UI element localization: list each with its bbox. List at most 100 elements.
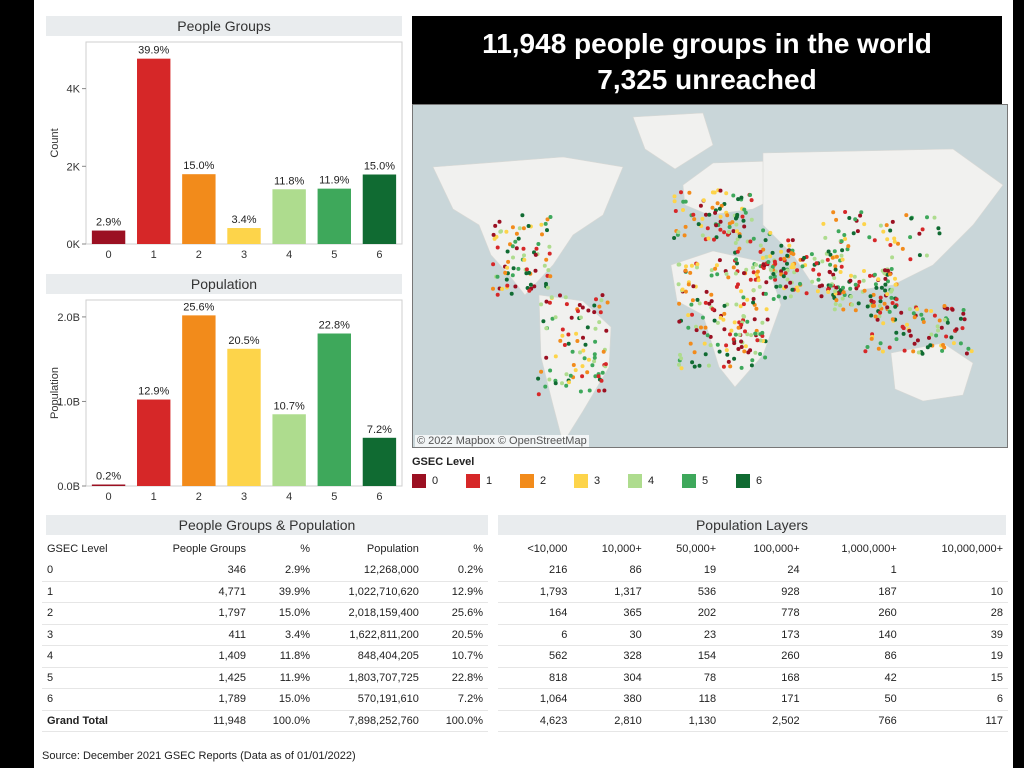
map-dot — [516, 236, 521, 241]
map-dot — [563, 295, 568, 300]
bar-level-4[interactable] — [272, 414, 306, 486]
bar-level-3[interactable] — [227, 228, 261, 244]
map-dot — [873, 282, 878, 287]
map-dot — [596, 388, 601, 393]
map-dot — [888, 272, 892, 277]
map-dot — [581, 348, 586, 353]
table-cell: 78 — [703, 671, 717, 684]
map-dot — [738, 304, 743, 309]
map-dot — [695, 265, 699, 270]
map-dot — [721, 364, 726, 369]
map-dot — [722, 327, 727, 332]
legend-item-0[interactable]: 0 — [412, 474, 466, 488]
bar-level-0[interactable] — [91, 484, 126, 487]
y-tick-label: 2.0B — [57, 312, 80, 324]
legend-item-5[interactable]: 5 — [682, 474, 736, 488]
people-groups-chart: 0K 2K 4K Count 2.9% 0 39.9% 1 15.0% 2 3.4% 3 11.8% 4 1… — [49, 41, 403, 261]
map-dot — [542, 263, 547, 268]
table-cell: 562 — [549, 650, 568, 663]
table-header-row: <10,000 10,000+ 50,000+ 100,000+ 1,000,0… — [498, 538, 1008, 560]
map-dot — [778, 284, 783, 289]
map-dot — [795, 268, 800, 273]
column-header[interactable]: 10,000+ — [601, 543, 642, 555]
map-dot — [586, 357, 591, 362]
column-header[interactable]: 1,000,000+ — [841, 543, 897, 555]
bar-level-6[interactable] — [362, 437, 397, 486]
bar-level-1[interactable] — [137, 58, 171, 244]
map-dot — [758, 338, 763, 343]
table-cell: 346 — [227, 564, 246, 577]
column-header[interactable]: Population — [366, 543, 419, 555]
map-dot — [743, 210, 748, 215]
column-header[interactable]: % — [300, 543, 311, 555]
x-tick-label: 5 — [331, 491, 337, 503]
table-cell: 22.8% — [451, 671, 483, 684]
legend-item-4[interactable]: 4 — [628, 474, 682, 488]
column-header[interactable]: <10,000 — [527, 543, 568, 555]
map-dot — [689, 263, 694, 268]
column-header[interactable]: People Groups — [172, 543, 246, 555]
map-dot — [733, 271, 738, 276]
map-dot — [735, 237, 740, 242]
legend-item-3[interactable]: 3 — [574, 474, 628, 488]
map-dot — [834, 298, 839, 303]
table-row: 164 365 202 778 260 28 — [498, 603, 1008, 624]
greenland-land — [632, 112, 714, 170]
legend-item-2[interactable]: 2 — [520, 474, 574, 488]
map-dot — [936, 226, 941, 231]
map-dot — [892, 239, 897, 244]
map-dot — [500, 287, 505, 291]
map-dot — [596, 374, 601, 379]
bar-level-6[interactable] — [362, 174, 397, 244]
map-dot — [677, 262, 682, 267]
map-dot — [745, 297, 750, 302]
map-dot — [545, 285, 550, 290]
map-dot — [599, 298, 604, 303]
map-dot — [958, 316, 963, 321]
map-dot — [932, 215, 937, 220]
table-cell: 19 — [990, 650, 1003, 663]
legend-title: GSEC Level — [412, 456, 475, 468]
column-header[interactable]: 10,000,000+ — [941, 543, 1003, 555]
map-dot — [715, 342, 720, 347]
bar-level-2[interactable] — [182, 315, 216, 486]
bar-level-3[interactable] — [227, 348, 261, 486]
column-header[interactable]: GSEC Level — [47, 543, 108, 555]
legend-label-0: 0 — [432, 475, 439, 487]
bar-level-5[interactable] — [317, 333, 351, 486]
map-dot — [592, 303, 597, 308]
column-header[interactable]: % — [473, 543, 483, 555]
bar-level-2[interactable] — [182, 174, 216, 244]
column-header[interactable]: 100,000+ — [753, 543, 800, 555]
legend-label-3: 3 — [594, 475, 601, 487]
bar-data-label: 15.0% — [364, 161, 395, 173]
bar-level-4[interactable] — [272, 189, 306, 244]
table-cell: 1,317 — [614, 585, 642, 598]
map-dot — [894, 337, 899, 342]
map-dot — [790, 238, 795, 243]
map-dot — [696, 222, 701, 227]
map-dot — [692, 217, 697, 222]
map-dot — [754, 306, 759, 311]
map-dot — [754, 262, 758, 267]
table-total-row: Grand Total 11,948 100.0% 7,898,252,760 100.… — [42, 710, 488, 732]
map-dot — [672, 236, 677, 240]
bar-level-1[interactable] — [137, 399, 171, 486]
map-dot — [748, 193, 753, 197]
table-cell: 118 — [698, 693, 717, 706]
table-cell: 86 — [629, 564, 642, 577]
bar-level-5[interactable] — [317, 188, 351, 244]
world-map[interactable]: © 2022 Mapbox © OpenStreetMap — [412, 104, 1008, 448]
column-header[interactable]: 50,000+ — [676, 543, 717, 555]
map-dot — [874, 285, 879, 290]
map-dot — [873, 314, 878, 319]
legend-item-1[interactable]: 1 — [466, 474, 520, 488]
legend-item-6[interactable]: 6 — [736, 474, 790, 488]
bar-level-0[interactable] — [91, 230, 126, 244]
map-dot — [714, 223, 719, 228]
map-dot — [731, 337, 736, 342]
map-dot — [704, 289, 709, 294]
x-tick-label: 4 — [286, 249, 292, 261]
map-dot — [823, 235, 828, 240]
map-dot — [878, 341, 883, 346]
